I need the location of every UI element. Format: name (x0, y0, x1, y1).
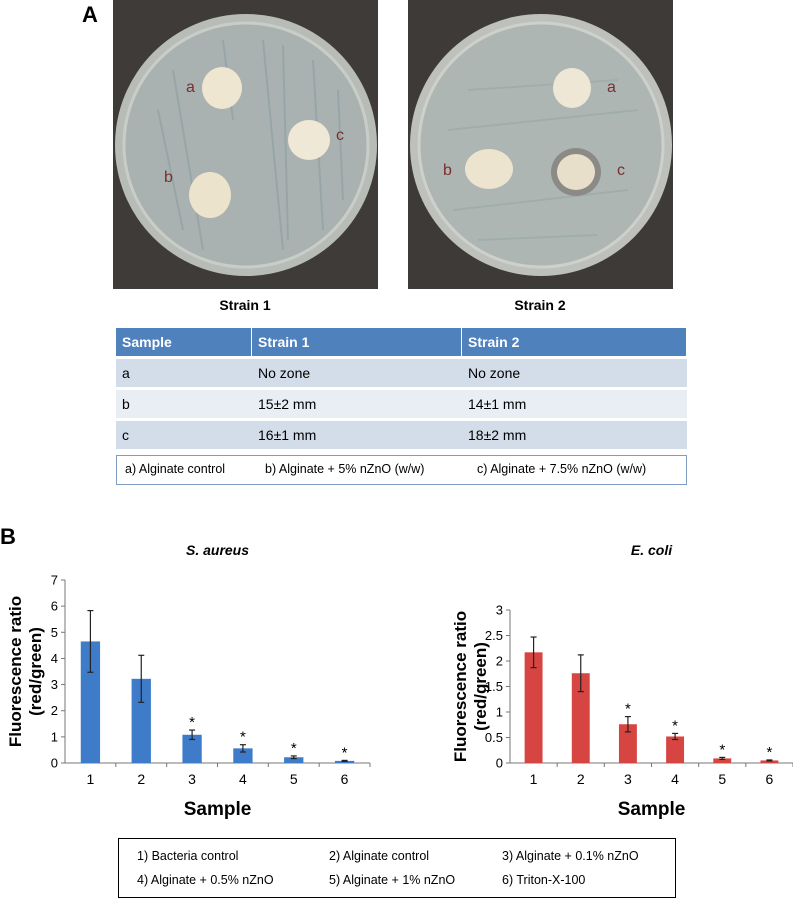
table-header-row: Sample Strain 1 Strain 2 (116, 328, 687, 356)
panel-b-legend: 1) Bacteria control 2) Alginate control … (118, 838, 676, 898)
legend-item: 3) Alginate + 0.1% nZnO (502, 849, 639, 863)
bar (80, 641, 101, 763)
chart-title: S. aureus (186, 542, 249, 558)
table-row: b 15±2 mm 14±1 mm (116, 390, 687, 418)
plate-1-label-a: a (186, 79, 195, 96)
table-cell: 18±2 mm (462, 421, 687, 449)
caption-strain-1: Strain 1 (219, 297, 271, 313)
significance-marker: * (240, 729, 246, 746)
table-row: a No zone No zone (116, 359, 687, 387)
table-cell: b (116, 390, 252, 418)
plate-1-label-c: c (336, 127, 344, 144)
significance-marker: * (291, 740, 297, 757)
bar (618, 724, 637, 763)
panel-b-label: B (0, 524, 16, 549)
table-header-sample: Sample (116, 328, 252, 356)
panel-a-legend: a) Alginate control b) Alginate + 5% nZn… (116, 455, 687, 485)
significance-marker: * (672, 717, 678, 734)
bar (182, 734, 202, 763)
y-tick-label: 6 (51, 599, 58, 614)
x-tick-label: 2 (137, 771, 145, 787)
x-tick-label: 3 (188, 771, 196, 787)
y-tick-label: 1 (51, 729, 58, 744)
x-tick-label: 6 (766, 771, 774, 787)
y-tick-label: 2.5 (485, 628, 503, 643)
bar (524, 652, 543, 763)
panel-a-label: A (82, 2, 98, 27)
x-tick-label: 1 (530, 771, 538, 787)
plate-2-label-c: c (617, 162, 625, 179)
y-axis-label: Fluorescence ratio(red/green) (6, 596, 45, 747)
e-coli-bar-chart: E. coli 0 0.5 1 1.5 2 2.5 3 1 2 * 3 * 4 * 5 * 6 Sample Fluo… (451, 542, 793, 820)
table-header-strain-2: Strain 2 (462, 328, 687, 356)
plate-2-label-b: b (443, 162, 452, 179)
caption-strain-2: Strain 2 (514, 297, 566, 313)
chart-title: E. coli (631, 542, 673, 558)
x-tick-label: 3 (624, 771, 632, 787)
table-cell: c (116, 421, 252, 449)
bar (233, 748, 253, 763)
plate-2-label-a: a (607, 79, 616, 96)
y-tick-label: 0 (496, 756, 503, 771)
bar (713, 758, 732, 763)
y-tick-label: 2 (496, 654, 503, 669)
significance-marker: * (625, 701, 631, 718)
x-tick-label: 4 (239, 771, 247, 787)
legend-item: 2) Alginate control (329, 849, 430, 863)
bar (284, 757, 304, 763)
y-tick-label: 3 (51, 677, 58, 692)
y-tick-label: 1.5 (485, 679, 503, 694)
x-tick-label: 5 (290, 771, 298, 787)
y-tick-label: 5 (51, 625, 58, 640)
table-cell: No zone (462, 359, 687, 387)
table-header-strain-1: Strain 1 (252, 328, 462, 356)
y-axis-label: Fluorescence ratio(red/green) (451, 611, 490, 762)
significance-marker: * (189, 714, 195, 731)
bar (131, 678, 151, 763)
table-cell: 16±1 mm (252, 421, 462, 449)
x-axis-label: Sample (184, 799, 252, 820)
plate-1-label-b: b (164, 169, 173, 186)
x-tick-label: 1 (87, 771, 95, 787)
y-tick-label: 2 (51, 703, 58, 718)
y-tick-label: 0.5 (485, 730, 503, 745)
legend-item: c) Alginate + 7.5% nZnO (w/w) (477, 462, 647, 476)
y-tick-label: 1 (496, 705, 503, 720)
y-tick-label: 3 (496, 603, 503, 618)
petri-plate-photo-strain-2 (408, 0, 673, 289)
y-tick-label: 7 (51, 573, 58, 588)
table-cell: 15±2 mm (252, 390, 462, 418)
bar (760, 760, 779, 763)
x-tick-label: 5 (718, 771, 726, 787)
legend-item: 1) Bacteria control (137, 849, 239, 863)
s-aureus-bar-chart: S. aureus 0 1 2 3 4 5 6 7 1 2 * 3 * 4 * 5 * 6 Sample Fluores… (6, 542, 371, 820)
petri-plate-photo-strain-1 (113, 0, 378, 289)
significance-marker: * (719, 741, 725, 758)
table-cell: 14±1 mm (462, 390, 687, 418)
table-row: c 16±1 mm 18±2 mm (116, 421, 687, 449)
table-cell: No zone (252, 359, 462, 387)
legend-item: 4) Alginate + 0.5% nZnO (137, 873, 274, 887)
legend-item: 5) Alginate + 1% nZnO (329, 873, 456, 887)
x-tick-label: 2 (577, 771, 585, 787)
y-tick-label: 4 (51, 651, 58, 666)
table-cell: a (116, 359, 252, 387)
y-tick-label: 0 (51, 756, 58, 771)
inhibition-zone-table: Sample Strain 1 Strain 2 a No zone No zo… (116, 325, 687, 452)
x-tick-label: 4 (671, 771, 679, 787)
legend-item: 6) Triton-X-100 (502, 873, 586, 887)
significance-marker: * (342, 744, 348, 761)
x-axis-label: Sample (618, 799, 686, 820)
bar (666, 736, 685, 763)
x-tick-label: 6 (341, 771, 349, 787)
bar (571, 673, 590, 763)
legend-item: a) Alginate control (125, 462, 226, 476)
legend-item: b) Alginate + 5% nZnO (w/w) (265, 462, 425, 476)
significance-marker: * (766, 744, 772, 761)
